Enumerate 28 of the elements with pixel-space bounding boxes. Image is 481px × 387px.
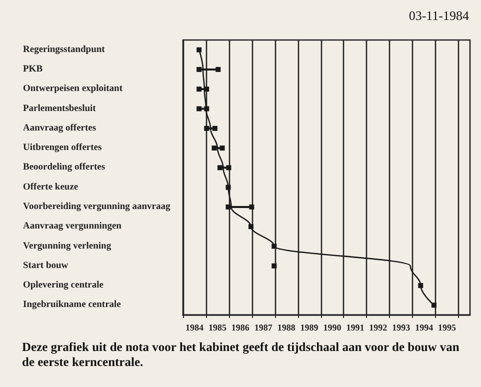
- x-tick-label: 1986: [231, 322, 250, 332]
- y-tick-label: Offerte keuze: [23, 182, 78, 192]
- y-tick-label: Parlementsbesluit: [23, 104, 97, 114]
- y-tick-label: Aanvraag offertes: [23, 123, 96, 134]
- x-tick-label: 1990: [323, 322, 342, 332]
- y-tick-label: Uitbrengen offertes: [23, 143, 102, 154]
- y-tick-label: Oplevering centrale: [23, 280, 104, 291]
- x-tick-label: 1988: [277, 322, 296, 332]
- text: 03-11-1984: [408, 8, 469, 24]
- x-tick-label: 1992: [369, 322, 388, 332]
- y-tick-label: Start bouw: [23, 260, 68, 271]
- y-tick-label: Voorbereiding vergunning aanvraag: [23, 202, 171, 212]
- y-tick-label: PKB: [23, 64, 44, 74]
- y-tick-label: Ingebruikname centrale: [23, 300, 121, 310]
- y-tick-label: Beoordeling offertes: [23, 162, 106, 173]
- x-tick-label: 1995: [438, 322, 457, 332]
- x-tick-label: 1987: [254, 322, 273, 332]
- x-tick-label: 1994: [415, 322, 434, 332]
- y-tick-label: Ontwerpeisen exploitant: [23, 84, 124, 94]
- y-tick-label: Aanvraag vergunningen: [23, 222, 122, 232]
- y-tick-label: Vergunning verlening: [23, 241, 112, 252]
- x-tick-label: 1991: [346, 322, 365, 332]
- x-tick-label: 1985: [208, 322, 227, 332]
- y-tick-label: Regeringsstandpunt: [23, 44, 106, 55]
- x-tick-label: 1984: [185, 322, 204, 332]
- x-tick-label: 1989: [300, 322, 319, 332]
- x-tick-label: 1993: [392, 322, 411, 332]
- text: Deze grafiek uit de nota voor het kabinet geeft de tijdschaal aan voor de bouw van de eerste kerncentrale.: [22, 340, 460, 370]
